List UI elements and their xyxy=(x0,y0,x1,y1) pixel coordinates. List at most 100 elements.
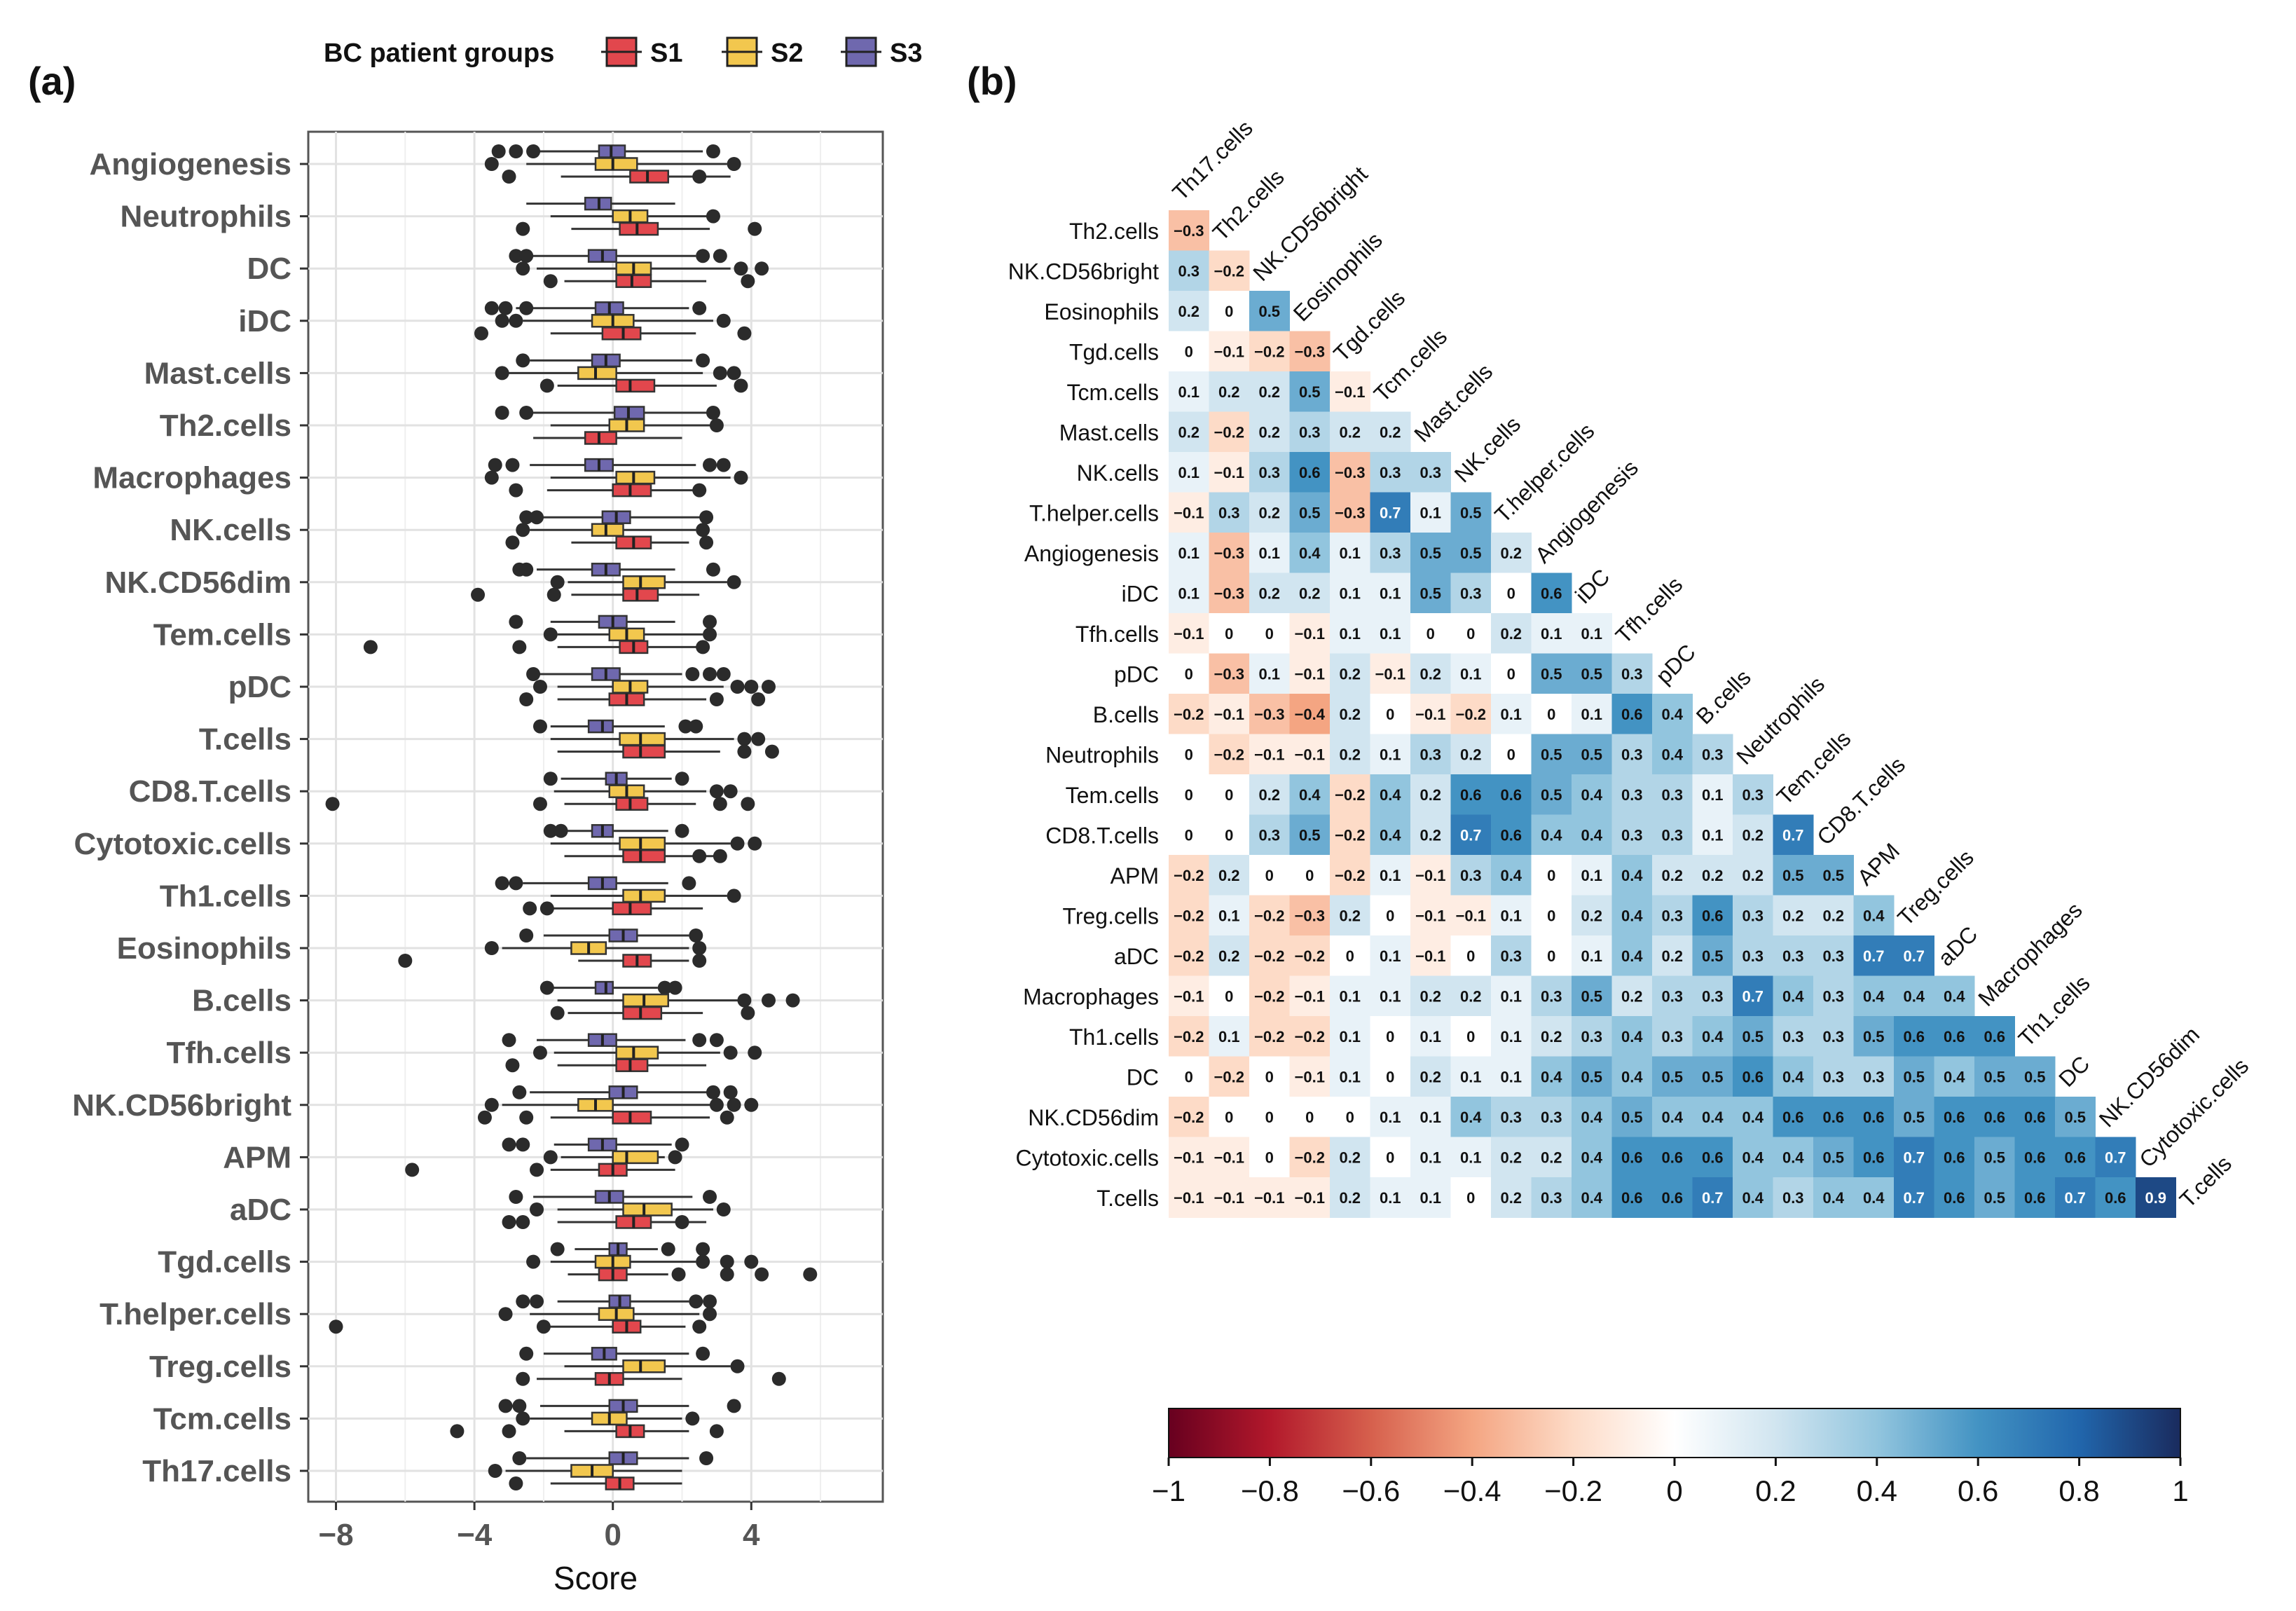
cell-value: −0.2 xyxy=(1174,947,1204,965)
outlier-point xyxy=(484,1097,499,1112)
cell-value: 0.3 xyxy=(1621,786,1643,804)
outlier-point xyxy=(737,744,752,759)
heatmap-cell xyxy=(1370,855,1411,896)
legend-label-s3: S3 xyxy=(890,39,922,68)
cell-value: 0.1 xyxy=(1380,584,1401,602)
box xyxy=(622,744,666,759)
outlier-point xyxy=(484,470,499,485)
heatmap-cell xyxy=(1169,371,1209,412)
cell-value: 0.5 xyxy=(1581,746,1602,763)
outlier-point xyxy=(727,575,741,589)
box-s1 xyxy=(471,587,700,602)
y-tick-label: B.cells xyxy=(192,984,291,1018)
heatmap-cell xyxy=(1370,895,1411,936)
outlier-point xyxy=(748,1046,762,1060)
heatmap-cell xyxy=(1169,411,1209,453)
heatmap-cell xyxy=(1289,734,1331,775)
heatmap-cell xyxy=(1209,1137,1250,1178)
cell-value: 0 xyxy=(1265,1068,1274,1085)
heatmap-cell xyxy=(1410,1016,1451,1057)
cell-value: 0.1 xyxy=(1380,867,1401,884)
box-s3 xyxy=(526,667,731,681)
heatmap-cell xyxy=(1692,935,1733,976)
heatmap-cell xyxy=(1330,533,1370,573)
cell-value: 0.4 xyxy=(1380,826,1401,844)
colorbar xyxy=(1168,1408,2181,1458)
heatmap-cell xyxy=(1491,855,1532,896)
heatmap-cell xyxy=(1611,814,1653,856)
outlier-point xyxy=(709,418,724,432)
cell-value: −0.2 xyxy=(1254,1028,1284,1046)
cell-value: 0.1 xyxy=(1419,1149,1441,1166)
outlier-point xyxy=(692,170,707,184)
cell-value: 0.4 xyxy=(1299,786,1321,804)
heatmap-cell xyxy=(1974,1056,2015,1097)
box-s3 xyxy=(512,1451,714,1465)
cell-value: −0.2 xyxy=(1335,826,1365,844)
cell-value: −0.2 xyxy=(1174,907,1204,924)
y-tick-label: T.helper.cells xyxy=(99,1297,291,1331)
box-s2 xyxy=(532,1046,762,1060)
heatmap-cell xyxy=(1330,1137,1370,1178)
outlier-point xyxy=(509,144,523,158)
box-s3 xyxy=(516,1294,717,1309)
outlier-point xyxy=(706,209,720,224)
heatmap-cell xyxy=(1209,573,1250,614)
box-s1 xyxy=(474,326,752,341)
cell-value: 0.6 xyxy=(2105,1189,2126,1207)
heatmap-cell xyxy=(1289,1137,1331,1178)
cell-value: 0 xyxy=(1427,625,1435,643)
outlier-point xyxy=(532,797,547,811)
box-s1 xyxy=(502,1215,707,1229)
heatmap-cell xyxy=(1370,533,1411,573)
row-label: Angiogenesis xyxy=(1024,541,1159,566)
cell-value: 0.3 xyxy=(1742,907,1764,924)
outlier-point xyxy=(523,901,537,916)
outlier-point xyxy=(692,1319,707,1334)
box-s2 xyxy=(550,889,741,903)
heatmap-cell xyxy=(1531,734,1572,775)
box xyxy=(615,1046,659,1060)
outlier-point xyxy=(657,980,672,995)
cell-value: 0.1 xyxy=(1581,867,1602,884)
cell-value: 0 xyxy=(1265,867,1274,884)
box-s1 xyxy=(557,744,779,759)
outlier-point xyxy=(764,744,779,759)
heatmap-cell xyxy=(2095,1137,2136,1178)
heatmap-cell xyxy=(1209,452,1250,493)
heatmap-cell xyxy=(1209,411,1250,453)
cell-value: 0.2 xyxy=(1218,867,1240,884)
cell-value: 0 xyxy=(1185,786,1193,804)
outlier-point xyxy=(516,1294,530,1309)
row-label: T.helper.cells xyxy=(1029,500,1159,526)
cell-value: 0.6 xyxy=(1621,706,1643,723)
cell-value: 0.4 xyxy=(1621,1068,1643,1085)
box-s2 xyxy=(550,209,720,224)
outlier-point xyxy=(539,378,554,393)
heatmap-cell xyxy=(1450,573,1492,614)
cell-value: 0.2 xyxy=(1541,1028,1562,1046)
heatmap-cell xyxy=(1330,855,1370,896)
outlier-point xyxy=(748,836,762,851)
heatmap-cell xyxy=(1572,1016,1612,1057)
cell-value: 0.3 xyxy=(1500,947,1522,965)
cell-value: 0.4 xyxy=(1661,746,1683,763)
cell-value: 0.4 xyxy=(1944,987,1965,1005)
cell-value: 0.5 xyxy=(1903,1068,1925,1085)
outlier-point xyxy=(755,1267,769,1282)
outlier-point xyxy=(509,876,523,891)
heatmap-cell xyxy=(1249,895,1290,936)
outlier-point xyxy=(682,876,696,891)
cell-value: −0.1 xyxy=(1295,987,1325,1005)
heatmap-cell xyxy=(1410,734,1451,775)
box-s3 xyxy=(484,301,707,315)
cell-value: 0 xyxy=(1225,786,1233,804)
heatmap-cell xyxy=(1169,734,1209,775)
colorbar-tick-label: −1 xyxy=(1152,1474,1185,1507)
cell-value: −0.1 xyxy=(1174,987,1204,1005)
cell-value: 0.3 xyxy=(1822,947,1844,965)
outlier-point xyxy=(532,1046,547,1060)
box xyxy=(594,157,638,171)
box-s3 xyxy=(491,144,720,158)
cell-value: −0.3 xyxy=(1214,584,1244,602)
